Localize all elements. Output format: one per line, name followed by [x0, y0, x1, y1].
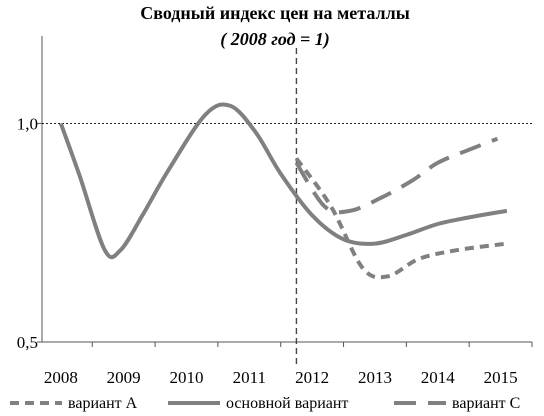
series-line-2: [58, 102, 508, 260]
legend-label: вариант А: [68, 395, 138, 412]
series-line-3: [294, 136, 499, 215]
series-line-1: [294, 157, 508, 280]
x-tick-label: 2014: [421, 368, 456, 387]
x-tick-label: 2011: [233, 368, 266, 387]
y-tick-label: 0,5: [17, 333, 38, 352]
x-axis-ticks: 2008 2009 2010 2011 2012 2013 2014 2015: [44, 342, 533, 387]
x-tick-label: 2010: [169, 368, 203, 387]
y-tick-label: 1,0: [17, 114, 38, 133]
x-tick-label: 2008: [44, 368, 78, 387]
plot-area: [41, 36, 532, 365]
chart-subtitle: ( 2008 год = 1): [220, 29, 330, 50]
legend-label: вариант С: [452, 395, 520, 412]
x-tick-label: 2013: [358, 368, 392, 387]
x-tick-label: 2015: [484, 368, 518, 387]
x-tick-label: 2012: [295, 368, 329, 387]
chart-title: Сводный индекс цен на металлы: [140, 3, 410, 23]
legend: вариант А основной вариант вариант С: [10, 395, 520, 412]
x-tick-label: 2009: [107, 368, 141, 387]
series-group: [58, 102, 508, 280]
y-axis-ticks: 1,0 0,5: [17, 114, 42, 352]
legend-label: основной вариант: [226, 395, 348, 412]
